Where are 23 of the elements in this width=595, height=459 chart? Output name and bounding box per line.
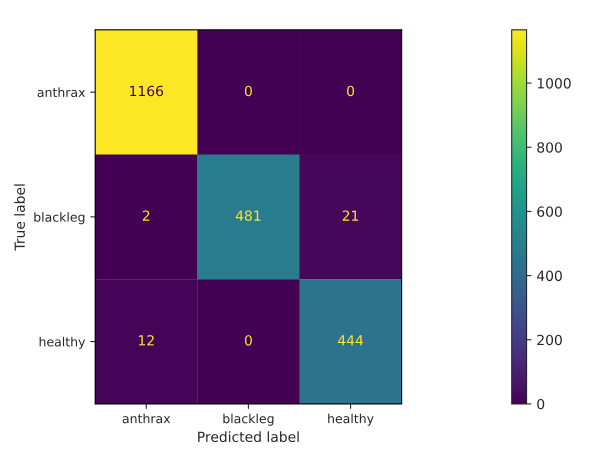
color-bar-label: 400 <box>536 270 562 282</box>
color-bar-label: 800 <box>537 142 562 153</box>
x-tick-label: healthy <box>328 414 374 426</box>
data-label: 481 <box>236 210 260 221</box>
color-bar-label: 600 <box>537 206 562 217</box>
y-axis-title: True label <box>14 184 25 251</box>
y-tick-label: blackleg <box>34 212 84 224</box>
data-label: 444 <box>338 335 364 346</box>
color-bar-label: 1000 <box>538 78 571 89</box>
y-tick-label: anthrax <box>38 87 86 98</box>
data-label: 12 <box>138 335 154 346</box>
data-label: 2 <box>142 210 150 221</box>
data-label: 21 <box>342 210 358 221</box>
x-tick-label: anthrax <box>122 414 170 424</box>
y-tick-label: healthy <box>40 336 86 349</box>
data-label: 1166 <box>130 86 164 96</box>
x-axis-title: Predicted label <box>198 431 299 442</box>
data-label: 0 <box>244 335 252 346</box>
data-label: 0 <box>347 86 354 96</box>
data-label: 0 <box>244 86 252 96</box>
color-bar-label: 0 <box>537 398 544 410</box>
color-bar-label: 200 <box>537 334 562 346</box>
x-tick-label: blackleg <box>223 414 274 426</box>
